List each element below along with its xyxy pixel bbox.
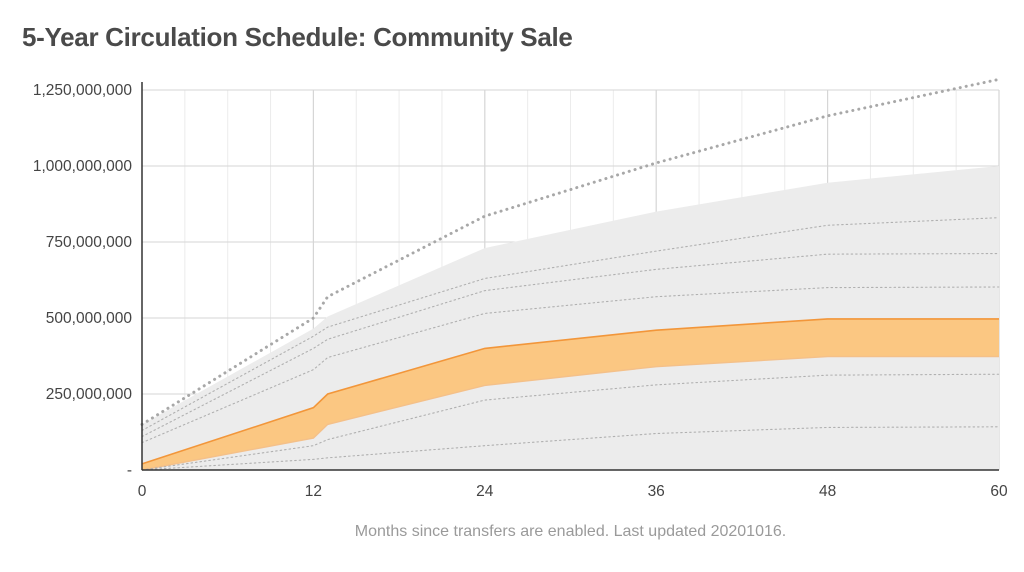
y-tick-label: 1,250,000,000 xyxy=(33,82,133,99)
inner-dotted-line xyxy=(141,426,1000,471)
highlight-lower-line xyxy=(141,355,999,471)
inner-dotted-line xyxy=(141,373,1000,471)
y-tick-label: 500,000,000 xyxy=(46,310,133,327)
x-tick-label: 60 xyxy=(990,483,1008,500)
x-tick-label: 24 xyxy=(476,483,494,500)
chart-title: 5-Year Circulation Schedule: Community S… xyxy=(22,22,573,52)
axes xyxy=(141,82,999,471)
x-tick-label: 12 xyxy=(305,483,322,500)
inner-dotted-line xyxy=(141,286,1000,444)
inner-dotted-line xyxy=(141,253,1000,438)
highlight-band-area xyxy=(142,318,999,470)
chart-caption: Months since transfers are enabled. Last… xyxy=(354,523,787,540)
y-tick-labels: - 250,000,000 500,000,000 750,000,000 1,000,… xyxy=(33,82,133,479)
y-tick-label: 1,000,000,000 xyxy=(33,158,133,175)
total-dotted-line xyxy=(140,77,1001,426)
x-tick-labels: 0 12 24 36 48 60 xyxy=(138,483,1008,500)
highlight-upper-line xyxy=(141,318,999,465)
bands xyxy=(141,166,999,471)
y-tick-label: - xyxy=(127,462,132,479)
y-tick-label: 750,000,000 xyxy=(46,234,133,251)
x-tick-label: 36 xyxy=(648,483,665,500)
x-tick-label: 0 xyxy=(138,483,147,500)
x-tick-label: 48 xyxy=(819,483,836,500)
y-tick-label: 250,000,000 xyxy=(46,386,133,403)
dotted-lines xyxy=(140,77,1001,471)
